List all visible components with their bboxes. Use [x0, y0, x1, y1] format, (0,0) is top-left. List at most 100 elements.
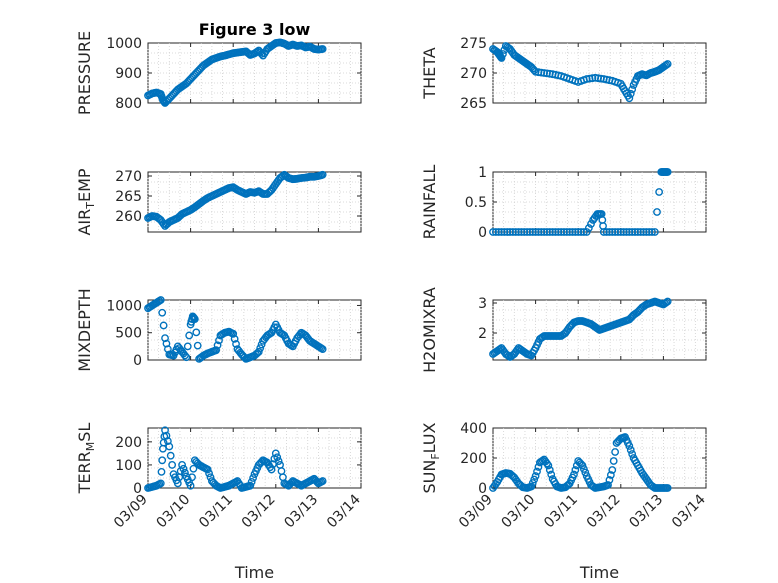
x-tick-label: 03/09 [111, 492, 151, 532]
y-axis-label: SUNFLUX [420, 422, 442, 493]
data-point [533, 467, 541, 476]
data-point [571, 228, 580, 236]
data-point [628, 85, 637, 94]
data-point [626, 446, 635, 454]
y-tick-label: 0 [478, 225, 487, 241]
data-point [614, 228, 622, 236]
data-point [274, 457, 283, 465]
data-point [604, 481, 612, 489]
data-point [619, 228, 628, 236]
data-point [269, 460, 277, 469]
x-tick-label: 03/11 [196, 492, 236, 532]
chart-title: Figure 3 low [199, 20, 311, 39]
data-point [663, 297, 672, 306]
data-point [497, 54, 506, 62]
data-point [205, 469, 213, 478]
data-point [514, 228, 523, 236]
data-point [584, 224, 593, 232]
data-point [179, 464, 188, 473]
data-point [158, 456, 167, 465]
data-point [608, 466, 617, 474]
panel-rainfall: 0 0.5 1 RAINFALL [420, 165, 707, 241]
data-point [636, 228, 645, 236]
data-point [625, 228, 634, 236]
data-point [230, 335, 239, 343]
data-point [161, 426, 169, 435]
data-point [562, 228, 571, 236]
data-point [273, 453, 282, 462]
data-point [212, 346, 221, 355]
data-point [642, 228, 651, 236]
data-point [500, 228, 509, 236]
data-point [650, 228, 659, 236]
data-point [229, 329, 238, 338]
data-point [527, 482, 536, 491]
data-point [186, 481, 195, 490]
data-point [655, 188, 664, 196]
data-point [181, 468, 189, 477]
data-point [520, 228, 529, 236]
data-point [551, 228, 560, 236]
y-tick-label: 265 [460, 96, 487, 112]
data-point [565, 228, 574, 236]
panel-air_temp: 260 265 270 AIRTEMP [75, 168, 362, 236]
panel-mixdepth: 0 500 1000 MIXDEPTH [75, 288, 362, 372]
data-point [503, 228, 512, 236]
data-point [611, 448, 620, 456]
data-point [608, 228, 617, 236]
y-tick-label: 260 [115, 209, 142, 225]
x-tick-label: 03/11 [541, 492, 581, 532]
data-point [494, 228, 503, 236]
data-point [528, 479, 537, 487]
panel-h2omixra: 2 3 H2OMIXRA [420, 287, 707, 373]
x-tick-label: 03/10 [499, 492, 539, 532]
y-tick-label: 500 [115, 326, 142, 342]
x-tick-label: 03/12 [239, 492, 279, 532]
data-point [528, 228, 537, 236]
data-point [605, 476, 614, 484]
data-point [662, 298, 671, 307]
data-point [587, 220, 595, 228]
y-axis-label: RAINFALL [420, 165, 439, 240]
data-point [545, 466, 554, 474]
data-point [622, 228, 631, 236]
y-tick-label: 0 [133, 353, 142, 369]
data-point [489, 228, 497, 236]
y-axis-label: PRESSURE [75, 31, 94, 115]
data-point [159, 321, 168, 330]
data-point [602, 228, 611, 236]
data-point [577, 228, 585, 236]
data-point [163, 437, 172, 445]
y-tick-label: 0 [478, 481, 487, 497]
x-tick-label: 03/14 [669, 491, 709, 531]
data-point [318, 170, 327, 179]
data-point [581, 468, 590, 477]
x-axis-label: Time [579, 563, 619, 582]
y-tick-label: 1 [478, 165, 487, 181]
data-point [625, 442, 634, 450]
data-point [157, 467, 166, 476]
y-tick-label: 270 [115, 169, 142, 185]
y-tick-label: 3 [478, 296, 487, 312]
data-point [508, 228, 517, 236]
y-axis-label: H2OMIXRA [420, 287, 439, 373]
data-point [582, 228, 591, 236]
data-point [653, 208, 661, 216]
data-point [609, 457, 618, 465]
y-tick-label: 275 [460, 36, 487, 52]
data-point [560, 228, 568, 236]
data-point [662, 61, 671, 69]
data-point [626, 89, 635, 98]
data-point [530, 66, 539, 75]
data-point [628, 450, 637, 458]
data-point [190, 315, 199, 323]
data-point [203, 465, 212, 474]
panel-pressure: 800 900 1000 PRESSURE Figure 3 low [75, 20, 362, 115]
data-point [579, 228, 588, 236]
x-tick-label: 03/13 [626, 492, 666, 532]
data-point [631, 228, 639, 236]
data-point [254, 347, 263, 356]
data-point [544, 461, 553, 470]
y-tick-label: 400 [460, 421, 487, 437]
y-tick-label: 265 [115, 189, 142, 205]
